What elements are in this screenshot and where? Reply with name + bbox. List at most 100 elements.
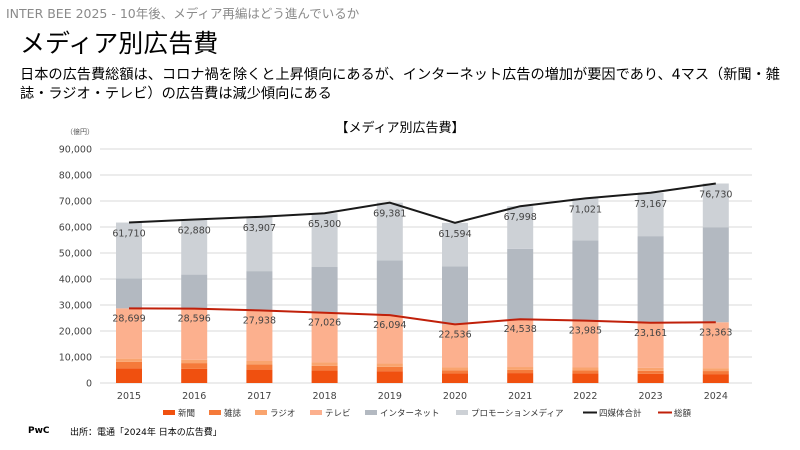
- bar-segment-インターネット: [311, 267, 338, 313]
- bar-segment-ラジオ: [572, 367, 599, 371]
- legend-label: インターネット: [380, 409, 440, 419]
- pwc-logo: PwC: [28, 426, 50, 436]
- bar-segment-雑誌: [507, 369, 534, 374]
- legend-swatch: [365, 410, 377, 415]
- y-tick-label: 0: [86, 379, 92, 390]
- x-tick-label: 2020: [443, 391, 467, 402]
- bar-segment-インターネット: [181, 274, 208, 309]
- bar-segment-テレビ: [116, 308, 142, 359]
- source-note: 出所：電通「2024年 日本の広告費」: [70, 428, 222, 438]
- y-tick-label: 40,000: [59, 275, 92, 286]
- bar-segment-インターネット: [116, 278, 142, 309]
- bar-segment-ラジオ: [376, 363, 403, 367]
- line-総額: [128, 307, 716, 326]
- bar-segment-ラジオ: [116, 358, 142, 362]
- data-label: 26,094: [373, 320, 406, 331]
- bar-segment-インターネット: [572, 240, 599, 321]
- x-tick-label: 2022: [573, 391, 597, 402]
- bar-segment-テレビ: [572, 320, 599, 368]
- y-tick-label: 20,000: [59, 327, 92, 338]
- bar-segment-インターネット: [702, 227, 729, 323]
- y-axis-unit: （億円）: [66, 127, 94, 136]
- bar-segment-ラジオ: [507, 367, 534, 370]
- x-tick-label: 2015: [117, 391, 141, 402]
- data-label: 69,381: [373, 209, 406, 220]
- y-tick-label: 80,000: [59, 171, 92, 182]
- bar-segment-雑誌: [702, 371, 729, 375]
- bar-segment-テレビ: [181, 308, 208, 360]
- bar-segment-プロモーションメディア: [507, 206, 534, 249]
- x-tick-label: 2019: [378, 391, 402, 402]
- data-label: 71,021: [569, 204, 602, 215]
- y-tick-label: 30,000: [59, 301, 92, 312]
- x-tick-label: 2021: [508, 391, 532, 402]
- data-label: 61,710: [112, 229, 145, 240]
- legend-swatch: [209, 410, 221, 415]
- bar-segment-テレビ: [311, 312, 338, 363]
- legend-swatch: [163, 410, 175, 415]
- y-tick-label: 90,000: [59, 145, 92, 156]
- bar-segment-テレビ: [376, 315, 403, 364]
- bar-segment-新聞: [507, 373, 534, 383]
- bar-segment-新聞: [376, 371, 403, 383]
- legend-label: プロモーションメディア: [471, 408, 563, 419]
- legend-label: 四媒体合計: [599, 408, 642, 419]
- chart-title: 【メディア別広告費】: [335, 120, 464, 136]
- legend-swatch: [255, 410, 267, 415]
- x-tick-label: 2016: [182, 391, 206, 402]
- bar-segment-雑誌: [637, 370, 664, 374]
- bar-segment-雑誌: [246, 364, 273, 370]
- bar-segment-テレビ: [507, 319, 534, 368]
- bar-segment-プロモーションメディア: [442, 222, 468, 267]
- legend-label: 新聞: [178, 408, 195, 419]
- bar-segment-テレビ: [702, 322, 729, 369]
- bar-segment-ラジオ: [702, 368, 729, 372]
- lead-text: 日本の広告費総額は、コロナ禍を除くと上昇傾向にあるが、インターネット広告の増加が…: [20, 67, 780, 102]
- data-label: 61,594: [438, 229, 471, 240]
- data-label: 22,536: [438, 329, 471, 340]
- data-label: 23,363: [699, 327, 732, 338]
- bar-segment-プロモーションメディア: [702, 183, 729, 228]
- bar-segment-インターネット: [442, 266, 468, 325]
- data-label: 63,907: [243, 223, 276, 234]
- y-tick-label: 10,000: [59, 353, 92, 364]
- bar-segment-プロモーションメディア: [637, 192, 664, 237]
- legend-swatch: [310, 410, 322, 415]
- data-label: 73,167: [634, 199, 667, 210]
- bar-segment-テレビ: [246, 310, 273, 362]
- x-tick-label: 2024: [704, 391, 728, 402]
- bar-segment-ラジオ: [311, 362, 338, 366]
- legend-label: ラジオ: [270, 409, 295, 419]
- bar-segment-雑誌: [311, 365, 338, 371]
- data-label: 27,026: [308, 318, 341, 329]
- bar-segment-インターネット: [507, 248, 534, 320]
- bar-segment-プロモーションメディア: [376, 202, 403, 261]
- data-label: 24,538: [504, 324, 537, 335]
- presentation-header: INTER BEE 2025 - 10年後、メディア再編はどう進んでいるか: [6, 6, 360, 21]
- legend-swatch: [456, 410, 468, 415]
- bar-segment-新聞: [181, 368, 208, 383]
- y-tick-label: 50,000: [59, 249, 92, 260]
- bar-segment-ラジオ: [246, 361, 273, 365]
- bar-segment-雑誌: [116, 361, 142, 369]
- y-tick-label: 60,000: [59, 223, 92, 234]
- bar-segment-ラジオ: [637, 367, 664, 371]
- bar-segment-ラジオ: [181, 359, 208, 364]
- legend-label: テレビ: [325, 409, 351, 419]
- x-tick-label: 2018: [313, 391, 337, 402]
- data-label: 65,300: [308, 219, 341, 230]
- data-label: 28,596: [178, 314, 211, 325]
- bar-segment-雑誌: [376, 366, 403, 372]
- bar-segment-ラジオ: [442, 367, 468, 371]
- data-label: 67,998: [504, 212, 537, 223]
- bar-segment-プロモーションメディア: [181, 219, 208, 275]
- bar-segment-テレビ: [442, 324, 468, 368]
- y-tick-label: 70,000: [59, 197, 92, 208]
- bar-segment-プロモーションメディア: [572, 198, 599, 241]
- data-label: 28,699: [112, 313, 145, 324]
- x-tick-label: 2017: [247, 391, 271, 402]
- bar-segment-新聞: [311, 370, 338, 383]
- bar-segment-テレビ: [637, 322, 664, 368]
- legend-label: 雑誌: [224, 408, 242, 419]
